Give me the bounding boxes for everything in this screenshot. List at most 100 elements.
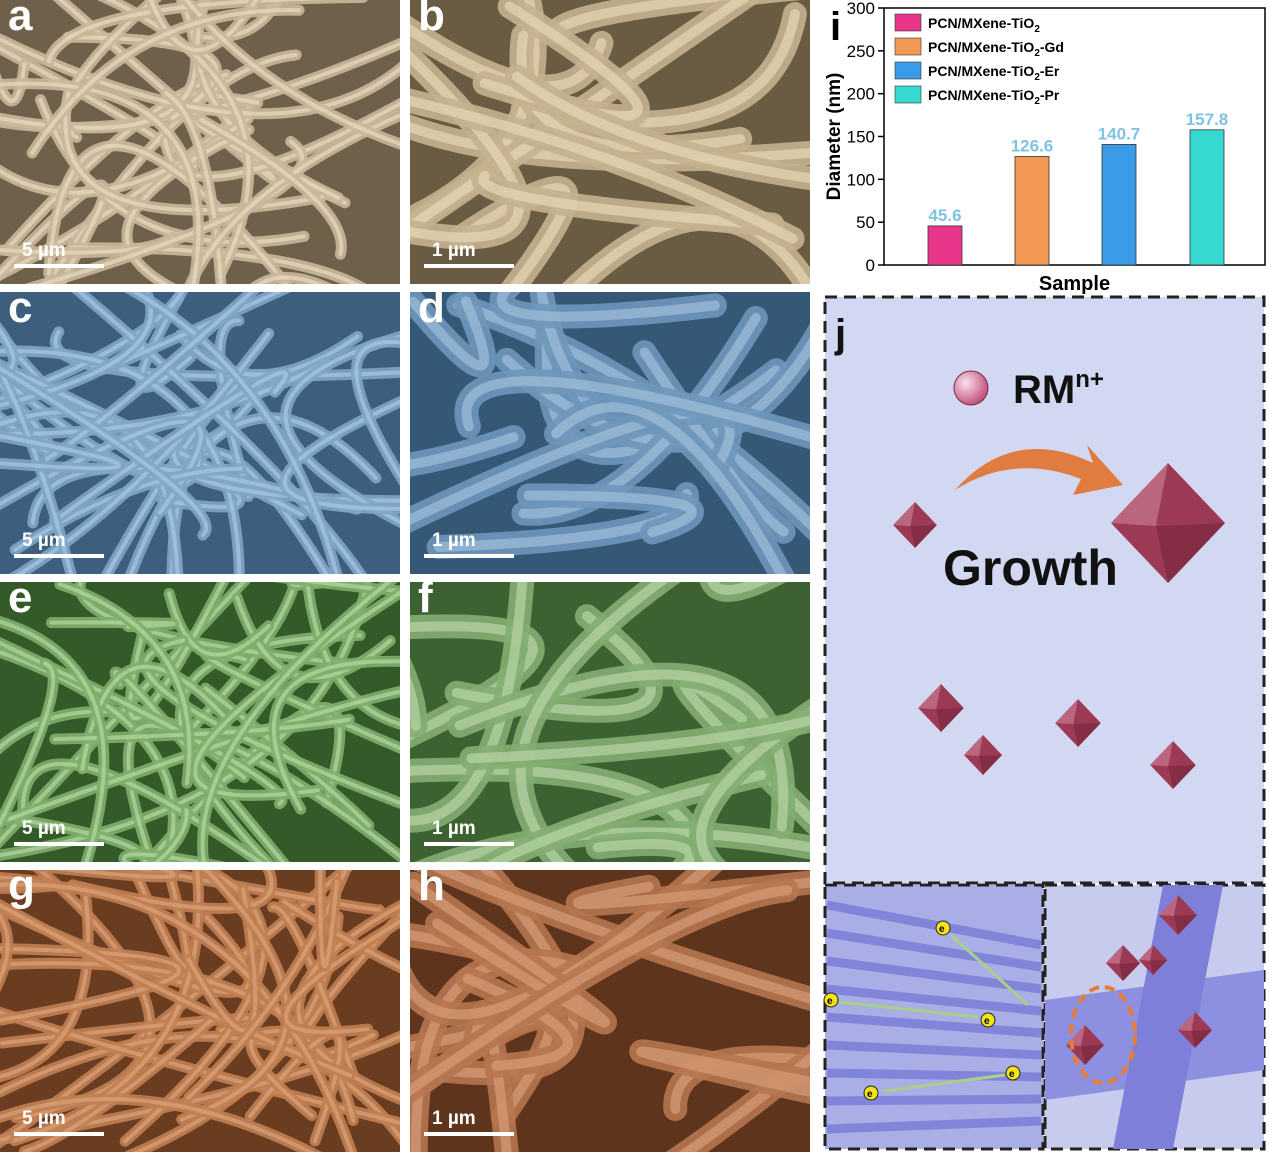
- y-tick-label: 150: [847, 128, 875, 147]
- sem-panel-b: b 1 µm: [410, 0, 810, 284]
- electron-path: [838, 1000, 979, 1019]
- panel-label: h: [418, 870, 445, 910]
- legend-entry: PCN/MXene-TiO2-Pr: [928, 87, 1060, 107]
- crystal-icon: [1150, 741, 1196, 789]
- y-tick-label: 300: [847, 0, 875, 18]
- legend-entry: PCN/MXene-TiO2-Gd: [928, 39, 1064, 59]
- fiber-strand: [826, 984, 1042, 1016]
- y-tick-label: 200: [847, 85, 875, 104]
- scale-bar-line: [424, 1132, 514, 1136]
- svg-text:e: e: [939, 924, 945, 935]
- scale-bar-text: 5 µm: [22, 240, 66, 261]
- electron-icon: e: [935, 920, 951, 936]
- electron-icon: e: [823, 992, 839, 1008]
- growth-label: Growth: [943, 540, 1118, 596]
- scale-bar-text: 1 µm: [432, 1108, 476, 1129]
- legend-entry: PCN/MXene-TiO2-Er: [928, 63, 1060, 83]
- sem-panel-g: g 5 µm: [0, 870, 400, 1152]
- electron-icon: e: [980, 1012, 996, 1028]
- scale-bar-text: 5 µm: [22, 1108, 66, 1129]
- scale-bar-text: 5 µm: [22, 818, 66, 839]
- scale-bar: 5 µm: [14, 818, 104, 846]
- bar-value-label: 45.6: [928, 206, 961, 225]
- growth-schematic-j: j RMn+ Growth e e e e e: [823, 295, 1266, 1152]
- sem-image: [410, 870, 810, 1152]
- bar-2: [1101, 144, 1137, 266]
- panel-label: j: [834, 312, 846, 356]
- fiber-strand: [826, 1116, 1042, 1134]
- panel-label: f: [418, 582, 433, 622]
- fiber-strand: [826, 1012, 1042, 1038]
- schematic-background: [823, 295, 1266, 885]
- fiber-strand: [826, 1040, 1042, 1060]
- svg-text:e: e: [1009, 1069, 1015, 1080]
- legend-swatch: [894, 85, 922, 104]
- panel-label: a: [8, 0, 33, 40]
- y-tick-label: 250: [847, 42, 875, 61]
- scale-bar-text: 1 µm: [432, 818, 476, 839]
- ion-sphere-icon: [953, 370, 989, 406]
- scale-bar: 5 µm: [14, 1108, 104, 1136]
- highlight-circle: [1069, 985, 1137, 1085]
- scale-bar-text: 1 µm: [432, 530, 476, 551]
- legend-swatch: [894, 61, 922, 80]
- scale-bar: 1 µm: [424, 240, 514, 268]
- fiber-strand: [826, 928, 1042, 972]
- chart-i: 0 50 100 150 200 250 300 Diameter (nm) Sample 45.…: [820, 0, 1269, 295]
- sem-image: [0, 292, 400, 574]
- fiber-tube: [1113, 885, 1223, 1149]
- scale-bar-line: [14, 554, 104, 558]
- scale-bar: 1 µm: [424, 530, 514, 558]
- scale-bar-line: [14, 1132, 104, 1136]
- panel-label: g: [8, 870, 35, 910]
- scale-bar: 1 µm: [424, 1108, 514, 1136]
- legend-entry: PCN/MXene-TiO2: [928, 15, 1040, 35]
- small-crystal-icon: [893, 502, 937, 548]
- legend-swatch: [894, 13, 922, 32]
- crystal-icon: [1138, 945, 1168, 975]
- y-tick-label: 0: [866, 256, 875, 275]
- bar-1: [1014, 156, 1050, 266]
- sem-panel-e: e 5 µm: [0, 582, 400, 862]
- sem-panel-c: c 5 µm: [0, 292, 400, 574]
- ion-label: RMn+: [1013, 366, 1104, 412]
- sem-panel-f: f 1 µm: [410, 582, 810, 862]
- sem-panel-h: h 1 µm: [410, 870, 810, 1152]
- svg-text:e: e: [867, 1089, 873, 1100]
- sem-panel-d: d 1 µm: [410, 292, 810, 574]
- svg-text:e: e: [984, 1016, 990, 1027]
- y-axis-label: Diameter (nm): [824, 73, 845, 201]
- electron-icon: e: [863, 1085, 879, 1101]
- electron-path: [882, 1073, 1006, 1093]
- fiber-strand: [826, 1068, 1042, 1082]
- scale-bar-line: [14, 842, 104, 846]
- panel-label: b: [418, 0, 445, 40]
- svg-text:e: e: [827, 996, 833, 1007]
- fiber-strand: [826, 1094, 1042, 1106]
- scale-bar-text: 1 µm: [432, 240, 476, 261]
- sem-image: [410, 0, 810, 284]
- y-tick-label: 100: [847, 170, 875, 189]
- bar-value-label: 140.7: [1098, 124, 1141, 143]
- crystal-icon: [1055, 699, 1101, 747]
- scale-bar: 5 µm: [14, 240, 104, 268]
- bar-0: [927, 225, 963, 266]
- bar-3: [1189, 129, 1225, 266]
- electron-path: [949, 933, 1030, 1007]
- bar-chart: 0 50 100 150 200 250 300 Diameter (nm) Sample 45.…: [824, 0, 1266, 295]
- scale-bar-line: [424, 842, 514, 846]
- sem-image: [410, 292, 810, 574]
- panel-label: c: [8, 292, 33, 332]
- crystal-icon: [1159, 895, 1197, 935]
- scale-bar-line: [424, 554, 514, 558]
- scale-bar: 5 µm: [14, 530, 104, 558]
- scale-bar: 1 µm: [424, 818, 514, 846]
- bar-value-label: 126.6: [1011, 137, 1054, 156]
- scale-bar-text: 5 µm: [22, 530, 66, 551]
- sem-panel-a: a 5 µm: [0, 0, 400, 284]
- sem-image: [0, 870, 400, 1152]
- sem-image: [0, 582, 400, 862]
- sem-image: [410, 582, 810, 862]
- electron-icon: e: [1005, 1065, 1021, 1081]
- scale-bar-line: [424, 264, 514, 268]
